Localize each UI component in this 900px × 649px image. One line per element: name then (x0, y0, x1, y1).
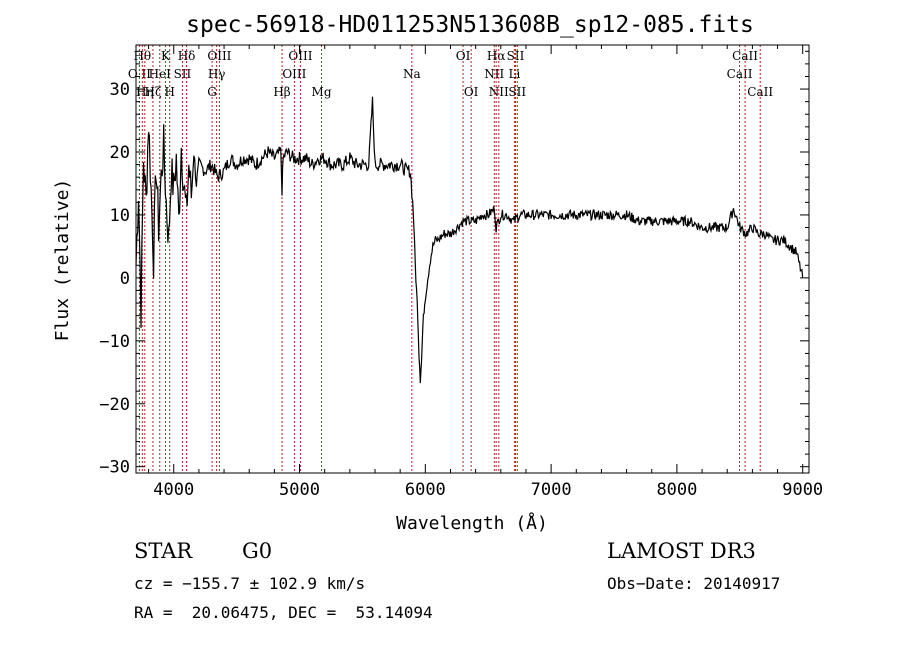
y-tick-label: −30 (99, 458, 130, 478)
plot-frame (135, 44, 810, 474)
spectral-line-label: CaII (727, 67, 753, 81)
spectral-line-label: O II (128, 67, 151, 81)
y-tick-label: 10 (110, 206, 130, 226)
spectral-line-label: Li (508, 67, 520, 81)
x-tick-label: 7000 (531, 480, 572, 500)
spectral-line-label: Hβ (273, 85, 290, 99)
object-subclass: G0 (242, 539, 273, 563)
spectral-line-label: K (161, 49, 171, 63)
y-tick-label: −10 (99, 332, 130, 352)
spectral-line-label: Hθ (133, 49, 151, 63)
spectral-line-label: G (207, 85, 217, 99)
spectral-line-label: OI (456, 49, 471, 63)
x-tick-label: 4000 (153, 480, 194, 500)
spectral-line-label: OI (464, 85, 479, 99)
x-tick-label: 6000 (405, 480, 446, 500)
spectral-line-label: H (164, 85, 174, 99)
x-tick-label: 5000 (279, 480, 320, 500)
y-tick-label: 30 (110, 80, 130, 100)
x-tick-label: 9000 (782, 480, 823, 500)
x-axis-label: Wavelength (Å) (396, 512, 548, 534)
spectral-line-label: Hγ (208, 67, 226, 81)
spectral-line-label: CaII (747, 85, 773, 99)
y-axis-label: Flux (relative) (52, 179, 73, 342)
y-tick-label: 0 (120, 269, 130, 289)
survey-name: LAMOST DR3 (607, 539, 756, 563)
spectral-line-label: Hζ (144, 85, 161, 99)
observation-date: Obs−Date: 20140917 (607, 574, 781, 593)
spectral-line-label: HeI (149, 67, 172, 81)
x-tick-label: 8000 (656, 480, 697, 500)
axis-ticks: 4000 5000 6000 7000 8000 9000 −30 −20 −10 0 10 20 30 (99, 45, 823, 500)
spectral-line-label: SII (508, 85, 526, 99)
y-tick-label: 20 (110, 143, 130, 163)
spectral-line-label: OIII (207, 49, 231, 63)
y-tick-label: −20 (99, 395, 130, 415)
spectral-line-label: Hδ (178, 49, 196, 63)
spectral-line-label: OIII (288, 49, 312, 63)
flux-series-line (135, 96, 804, 384)
spectral-line-label: OIII (282, 67, 306, 81)
spectral-line-label: SII (507, 49, 525, 63)
spectral-line-label: Na (403, 67, 421, 81)
spectral-line-label: Hη (136, 85, 154, 99)
spectral-line-label: NII (489, 85, 509, 99)
spectral-line-label: NII (484, 67, 504, 81)
spectral-line-label: Mg (312, 85, 332, 99)
spectral-line-label: Hα (487, 49, 506, 63)
ra-dec: RA = 20.06475, DEC = 53.14094 (134, 603, 433, 622)
chart-title: spec-56918-HD011253N513608B_sp12-085.fit… (186, 12, 754, 38)
object-class: STAR (134, 539, 193, 563)
spectral-line-label: CaII (732, 49, 758, 63)
spectral-line-label: SII (174, 67, 192, 81)
redshift-cz: cz = −155.7 ± 102.9 km/s (134, 574, 366, 593)
